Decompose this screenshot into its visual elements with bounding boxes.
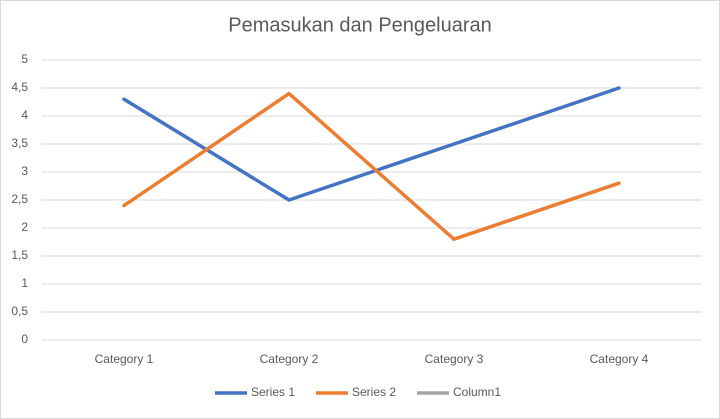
y-tick-label: 0,5: [11, 304, 28, 318]
x-tick-label: Category 2: [260, 352, 319, 366]
y-tick-label: 4: [21, 108, 28, 122]
y-tick-label: 5: [21, 52, 28, 66]
x-tick-label: Category 3: [425, 352, 484, 366]
x-tick-label: Category 1: [95, 352, 154, 366]
legend-label: Column1: [453, 385, 501, 399]
legend-label: Series 2: [352, 385, 396, 399]
y-tick-label: 4,5: [11, 80, 28, 94]
y-tick-label: 3,5: [11, 136, 28, 150]
y-tick-label: 0: [21, 332, 28, 346]
y-tick-label: 3: [21, 164, 28, 178]
series-line: [122, 91, 621, 241]
y-tick-label: 1: [21, 276, 28, 290]
legend-label: Series 1: [251, 385, 295, 399]
chart-title: Pemasukan dan Pengeluaran: [228, 14, 492, 36]
y-tick-label: 1,5: [11, 248, 28, 262]
x-tick-label: Category 4: [590, 352, 649, 366]
y-tick-label: 2: [21, 220, 28, 234]
y-tick-label: 2,5: [11, 192, 28, 206]
